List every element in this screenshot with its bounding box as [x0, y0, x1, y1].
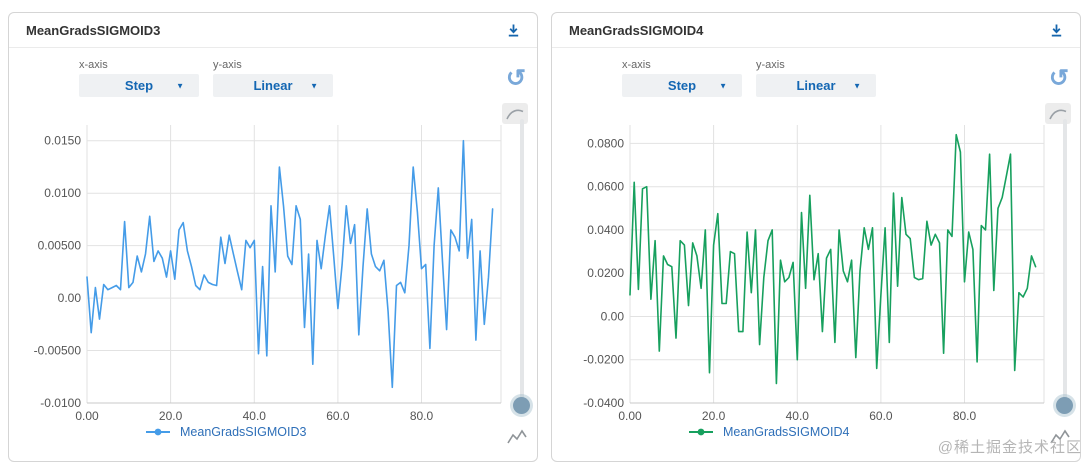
card-header: MeanGradsSIGMOID3: [9, 13, 537, 48]
svg-text:0.00: 0.00: [601, 310, 625, 324]
svg-text:0.0100: 0.0100: [44, 186, 81, 200]
smoothing-curve-button[interactable]: [1045, 103, 1071, 124]
zoom-slider-track[interactable]: [520, 119, 524, 403]
zigzag-line-icon: [1050, 429, 1070, 444]
svg-text:60.0: 60.0: [869, 409, 893, 423]
x-axis-control: x-axis Step ▼: [622, 59, 742, 97]
legend-item[interactable]: MeanGradsSIGMOID3: [145, 425, 306, 439]
zoom-slider-track[interactable]: [1063, 119, 1067, 403]
svg-text:0.0150: 0.0150: [44, 134, 81, 148]
chevron-down-icon: ▼: [719, 81, 727, 90]
y-axis-label: y-axis: [213, 59, 242, 71]
svg-text:-0.0100: -0.0100: [40, 396, 81, 410]
x-axis-dropdown[interactable]: Step ▼: [622, 74, 742, 97]
card-header: MeanGradsSIGMOID4: [552, 13, 1080, 48]
watermark: @稀土掘金技术社区: [937, 439, 1082, 456]
svg-text:80.0: 80.0: [410, 409, 434, 423]
svg-text:40.0: 40.0: [243, 409, 267, 423]
svg-text:0.0400: 0.0400: [587, 223, 624, 237]
curve-icon: [1049, 109, 1067, 119]
chevron-down-icon: ▼: [176, 81, 184, 90]
svg-text:0.0800: 0.0800: [587, 136, 624, 150]
svg-text:-0.0200: -0.0200: [583, 353, 624, 367]
zoom-slider-handle[interactable]: [513, 397, 530, 414]
svg-text:60.0: 60.0: [326, 409, 350, 423]
y-axis-label: y-axis: [756, 59, 785, 71]
y-axis-control: y-axis Linear ▼: [213, 59, 333, 97]
x-axis-selected-value: Step: [667, 78, 697, 93]
download-button[interactable]: [503, 20, 523, 40]
x-axis-control: x-axis Step ▼: [79, 59, 199, 97]
zigzag-line-icon: [507, 429, 527, 444]
y-axis-dropdown[interactable]: Linear ▼: [756, 74, 876, 97]
y-axis-control: y-axis Linear ▼: [756, 59, 876, 97]
chevron-down-icon: ▼: [853, 81, 861, 90]
card-title: MeanGradsSIGMOID4: [569, 22, 704, 38]
download-icon: [1051, 24, 1061, 37]
y-axis-selected-value: Linear: [796, 78, 836, 93]
full-value-range-button[interactable]: [1048, 427, 1072, 447]
chart-card-meangrads-sigmoid3: MeanGradsSIGMOID3 x-axis Step ▼ y-axis L…: [8, 12, 538, 462]
svg-text:0.00: 0.00: [58, 291, 82, 305]
svg-text:0.0600: 0.0600: [587, 180, 624, 194]
svg-text:-0.0400: -0.0400: [583, 396, 624, 410]
download-button[interactable]: [1046, 20, 1066, 40]
refresh-icon[interactable]: ↺: [1048, 65, 1069, 92]
svg-text:-0.00500: -0.00500: [34, 344, 82, 358]
svg-text:40.0: 40.0: [786, 409, 810, 423]
chart-card-meangrads-sigmoid4: MeanGradsSIGMOID4 x-axis Step ▼ y-axis L…: [551, 12, 1081, 462]
svg-text:0.00: 0.00: [618, 409, 642, 423]
curve-icon: [506, 109, 524, 119]
svg-text:0.00500: 0.00500: [38, 239, 82, 253]
x-axis-label: x-axis: [622, 59, 651, 71]
card-title: MeanGradsSIGMOID3: [26, 22, 161, 38]
svg-text:20.0: 20.0: [702, 409, 726, 423]
svg-text:20.0: 20.0: [159, 409, 183, 423]
legend-label: MeanGradsSIGMOID3: [180, 425, 307, 439]
svg-text:80.0: 80.0: [953, 409, 977, 423]
legend-marker: [145, 427, 171, 437]
x-axis-selected-value: Step: [124, 78, 154, 93]
full-value-range-button[interactable]: [505, 427, 529, 447]
y-axis-dropdown[interactable]: Linear ▼: [213, 74, 333, 97]
line-chart[interactable]: 0.01500.01000.005000.00-0.00500-0.01000.…: [9, 113, 539, 425]
axis-controls: x-axis Step ▼ y-axis Linear ▼: [79, 59, 333, 97]
svg-text:0.00: 0.00: [75, 409, 99, 423]
legend-marker: [688, 427, 714, 437]
chevron-down-icon: ▼: [310, 81, 318, 90]
svg-text:0.0200: 0.0200: [587, 266, 624, 280]
axis-controls: x-axis Step ▼ y-axis Linear ▼: [622, 59, 876, 97]
zoom-slider-handle[interactable]: [1056, 397, 1073, 414]
refresh-icon[interactable]: ↺: [505, 65, 526, 92]
x-axis-dropdown[interactable]: Step ▼: [79, 74, 199, 97]
y-axis-selected-value: Linear: [253, 78, 293, 93]
legend-label: MeanGradsSIGMOID4: [723, 425, 850, 439]
legend-item[interactable]: MeanGradsSIGMOID4: [688, 425, 849, 439]
x-axis-label: x-axis: [79, 59, 108, 71]
line-chart[interactable]: 0.0800 0.0600 0.0400 0.0200 0.00 -0.0200 -0.04…: [552, 113, 1082, 425]
smoothing-curve-button[interactable]: [502, 103, 528, 124]
download-icon: [508, 24, 518, 37]
